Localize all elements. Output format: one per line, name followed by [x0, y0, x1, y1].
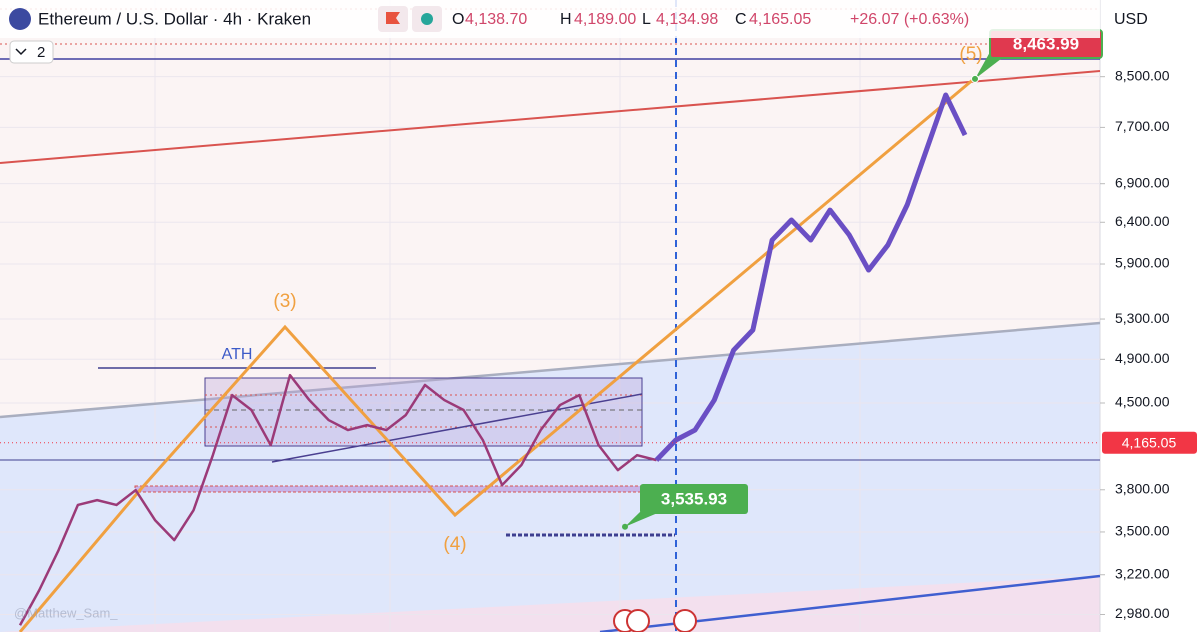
target-label: 8,463.99 [1013, 34, 1079, 53]
lower-zone [0, 576, 1100, 632]
ohlc-value: 4,134.98 [656, 11, 718, 28]
ohlc-key: H [560, 11, 572, 28]
ohlc-value: 4,138.70 [465, 11, 527, 28]
channel-zone [0, 323, 1100, 632]
y-tick-label: 3,220.00 [1115, 565, 1170, 581]
event-icon[interactable] [626, 609, 650, 632]
header-bar [0, 0, 1100, 38]
y-tick-label: 6,900.00 [1115, 174, 1170, 190]
wave-label: ATH [222, 346, 253, 363]
ohlc-value: 4,189.00 [574, 11, 636, 28]
wave-label: (4) [443, 534, 466, 555]
ohlc-key: C [735, 11, 747, 28]
price-axis [1100, 0, 1199, 632]
low-box [640, 484, 748, 514]
low-pointer [625, 512, 660, 527]
y-tick-label: 5,900.00 [1115, 255, 1170, 271]
trend-line [271, 393, 643, 463]
current-price-label: 4,165.05 [1122, 434, 1177, 450]
price-line [18, 373, 657, 626]
ohlc-key: O [452, 11, 464, 28]
price-line [654, 92, 968, 462]
y-tick-label: 2,980.00 [1115, 605, 1170, 621]
indicator-count: 2 [37, 44, 45, 61]
currency-label[interactable]: USD [1114, 11, 1148, 28]
y-tick-label: 8,500.00 [1115, 67, 1170, 83]
symbol-title[interactable]: Ethereum / U.S. Dollar · 4h · Kraken [38, 9, 311, 28]
support-zone [134, 485, 676, 493]
event-icon[interactable] [673, 609, 697, 632]
watermark: @Matthew_Sam_ [14, 605, 118, 620]
y-tick-label: 4,500.00 [1115, 394, 1170, 410]
indicator-toggle[interactable] [9, 40, 54, 64]
y-tick-label: 4,900.00 [1115, 350, 1170, 366]
channel-top [0, 321, 1100, 419]
y-tick-label: 5,300.00 [1115, 310, 1170, 326]
ohlc-key: L [642, 11, 651, 28]
resistance-line [0, 70, 1100, 164]
y-tick-label: 3,500.00 [1115, 523, 1170, 539]
y-tick-label: 3,800.00 [1115, 480, 1170, 496]
flag-icon [386, 12, 400, 24]
low-label: 3,535.93 [661, 489, 727, 508]
y-tick-label: 6,400.00 [1115, 213, 1170, 229]
current-price-tag [1102, 431, 1197, 454]
ohlc-value: 4,165.05 [749, 11, 811, 28]
wave-path [18, 76, 976, 632]
status-dot [421, 13, 433, 25]
event-icons [613, 609, 697, 632]
wave-label: (3) [273, 291, 296, 312]
symbol-icon[interactable] [9, 8, 31, 30]
ohlc-change: +26.07 (+0.63%) [850, 11, 969, 28]
target-point [971, 74, 979, 83]
y-tick-label: 7,700.00 [1115, 118, 1170, 134]
wave-label: (5) [959, 44, 982, 65]
chevron [15, 48, 27, 56]
low-point [622, 523, 628, 530]
